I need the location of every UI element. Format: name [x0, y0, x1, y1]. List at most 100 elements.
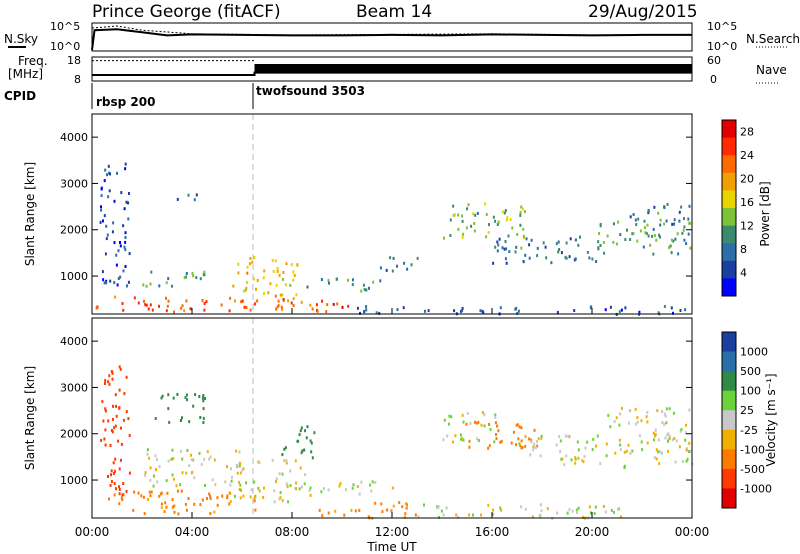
range-cell	[121, 498, 124, 502]
range-cell	[577, 506, 580, 510]
range-cell	[179, 449, 182, 453]
range-cell	[522, 260, 525, 264]
range-cell	[206, 497, 208, 500]
range-cell	[509, 218, 512, 221]
range-cell	[245, 306, 248, 309]
power-colorbar-frame	[721, 119, 737, 297]
range-cell	[460, 433, 462, 437]
range-cell	[602, 505, 605, 508]
range-cell	[105, 224, 108, 228]
range-cell	[568, 508, 571, 512]
range-cell	[462, 232, 465, 236]
range-cell	[519, 444, 522, 448]
range-cell	[290, 301, 293, 305]
range-cell	[113, 493, 116, 497]
velocity-colorbar-segment	[722, 332, 736, 353]
range-cell	[540, 434, 543, 438]
range-cell	[688, 204, 691, 208]
range-cell	[576, 511, 578, 514]
range-cell	[143, 299, 145, 303]
range-cell	[577, 448, 580, 452]
range-cell	[646, 223, 649, 227]
range-cell	[251, 260, 254, 264]
range-cell	[658, 233, 661, 237]
range-cell	[582, 460, 585, 464]
range-cell	[653, 456, 656, 459]
range-cell	[119, 367, 122, 371]
range-cell	[238, 480, 241, 484]
velocity-colorbar-segment	[722, 429, 736, 450]
range-cell	[118, 492, 121, 496]
range-cell	[128, 252, 131, 256]
range-cell	[667, 437, 670, 441]
range-cell	[499, 306, 502, 310]
freq-tick-top: 18	[67, 54, 81, 67]
range-cell	[104, 443, 107, 447]
range-cell	[155, 468, 157, 472]
range-cell	[378, 311, 381, 315]
range-cell	[124, 167, 127, 171]
range-cell	[684, 431, 687, 435]
range-cell	[468, 439, 471, 443]
range-cell	[404, 512, 407, 516]
range-cell	[341, 305, 344, 309]
range-cell	[181, 416, 183, 420]
range-cell	[294, 459, 297, 463]
range-cell	[180, 306, 183, 310]
range-cell	[389, 256, 392, 260]
range-cell	[103, 437, 106, 441]
range-cell	[100, 205, 102, 209]
range-cell	[631, 449, 634, 453]
range-cell	[235, 449, 238, 453]
range-cell	[104, 379, 107, 383]
velocity-colorbar-tick: 1000	[740, 346, 768, 359]
range-cell	[392, 256, 395, 260]
range-cell	[320, 278, 323, 281]
range-cell	[546, 507, 549, 511]
range-cell	[567, 434, 570, 438]
freq-tick-bottom: 8	[74, 73, 81, 86]
range-cell	[564, 434, 567, 438]
nsearch-tick-top: 10^5	[707, 20, 737, 33]
range-cell	[485, 235, 488, 239]
range-cell	[512, 430, 515, 434]
range-cell	[590, 305, 593, 309]
range-cell	[603, 251, 606, 255]
range-cell	[359, 311, 361, 315]
range-cell	[193, 476, 196, 480]
velocity-colorbar-segment	[722, 468, 736, 489]
range-cell	[100, 194, 103, 198]
power-colorbar-segment	[722, 120, 736, 139]
range-cell	[149, 494, 152, 498]
power-colorbar-tick: 8	[740, 243, 747, 256]
range-cell	[487, 503, 490, 507]
range-cell	[103, 179, 106, 183]
range-cell	[634, 422, 637, 426]
range-cell	[186, 398, 189, 402]
range-cell	[474, 420, 476, 424]
range-cell	[530, 238, 533, 242]
range-cell	[320, 490, 323, 494]
range-cell	[313, 431, 316, 435]
range-cell	[171, 498, 174, 501]
range-cell	[672, 411, 675, 415]
range-cell	[403, 515, 406, 519]
range-cell	[540, 436, 543, 440]
range-cell	[652, 438, 655, 442]
range-cell	[286, 485, 289, 489]
range-cell	[142, 495, 145, 499]
range-cell	[184, 502, 187, 506]
range-cell	[497, 243, 500, 247]
velocity-colorbar-tick: -100	[740, 443, 765, 456]
range-cell	[499, 506, 502, 510]
range-cell	[516, 233, 519, 236]
range-cell	[214, 483, 217, 487]
range-cell	[644, 231, 647, 235]
range-cell	[171, 505, 174, 509]
range-cell	[489, 428, 492, 431]
range-cell	[493, 440, 496, 444]
range-cell	[308, 488, 311, 492]
range-cell	[127, 201, 130, 205]
range-cell	[318, 508, 321, 512]
range-cell	[321, 299, 324, 303]
